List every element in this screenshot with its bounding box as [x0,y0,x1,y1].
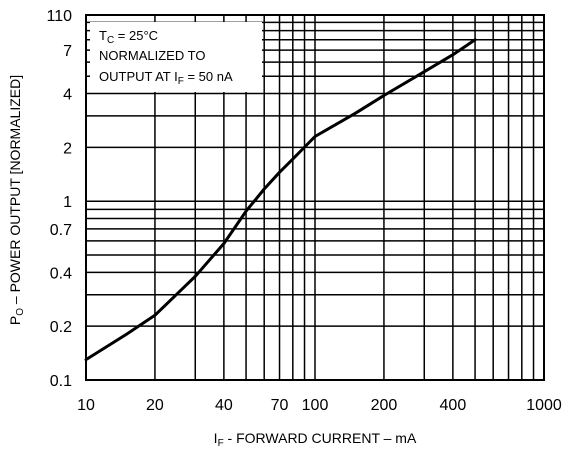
plot-frame [85,14,545,381]
x-tick-label: 400 [440,397,467,414]
annotation-line-1: TC = 25°C [99,28,158,46]
y-tick-label: 1 [63,194,72,211]
annotation-box: TC = 25°C NORMALIZED TO OUTPUT AT IF = 5… [90,22,262,92]
y-tick-label: 0.7 [50,222,72,239]
x-tick-label: 200 [371,397,398,414]
y-axis-title: PO – POWER OUTPUT [NORMALIZED] [7,75,26,325]
x-tick-label: 1000 [526,397,562,414]
annotation-line-3: OUTPUT AT IF = 50 nA [99,69,233,87]
y-tick-label: 4 [63,87,72,104]
y-tick-label: 0.2 [50,319,72,336]
x-tick-label: 70 [271,397,289,414]
y-tick-label: 0.4 [50,265,72,282]
y-tick-labels: 0.1 0.2 0.4 0.7 1 2 4 7 110 [46,8,72,390]
curve-layer [84,38,477,362]
y-tick-label: 7 [63,43,72,60]
y-tick-label: 110 [46,8,72,25]
x-tick-label: 20 [146,397,164,414]
x-axis-title: IF - FORWARD CURRENT – mA [214,430,417,449]
x-tick-label: 40 [215,397,233,414]
x-tick-label: 10 [77,397,95,414]
y-tick-label: 2 [63,140,72,157]
x-tick-labels: 10 20 40 70 100 200 400 1000 [77,397,562,414]
power-output-curve [84,38,477,362]
annotation-line-2: NORMALIZED TO [99,48,205,63]
x-tick-label: 100 [302,397,329,414]
y-tick-label: 0.1 [50,373,72,390]
